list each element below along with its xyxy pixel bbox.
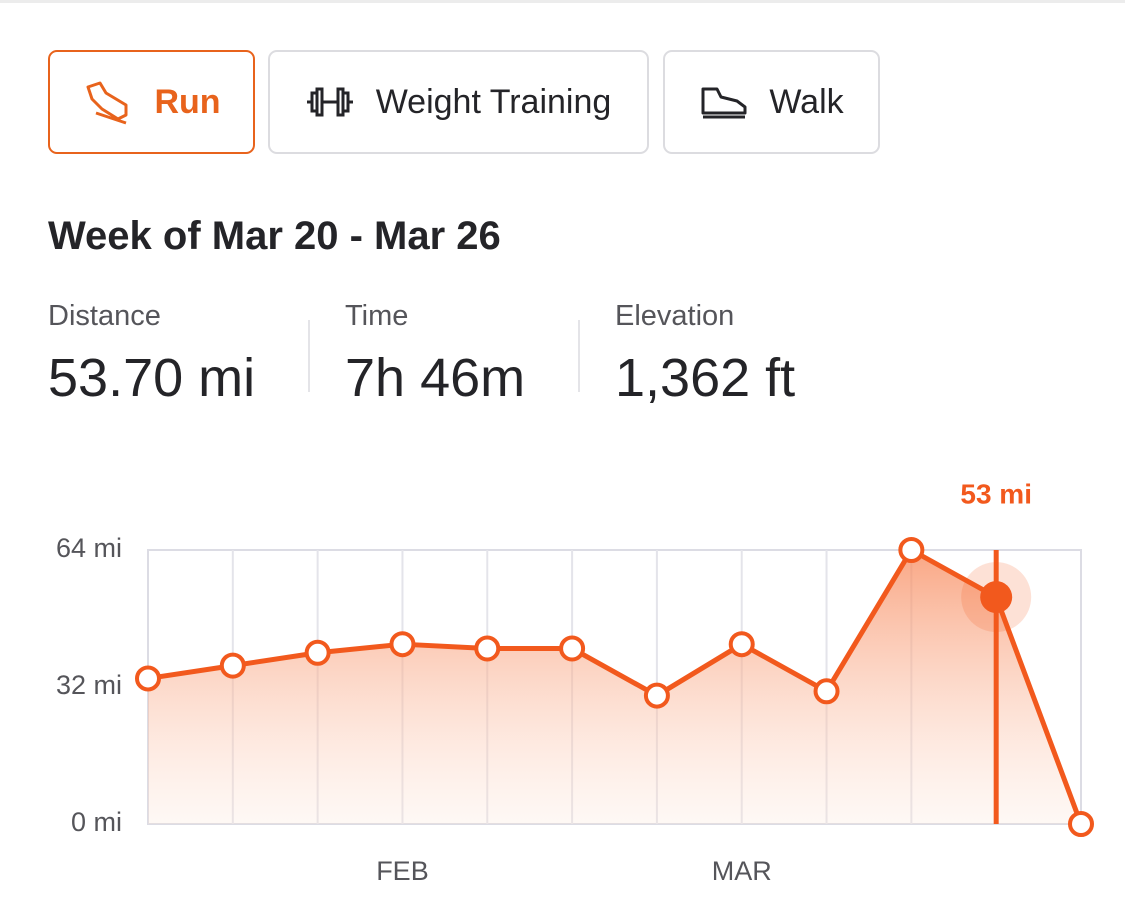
chart: 0 mi 32 mi 64 mi FEB MAR 53 mi bbox=[56, 478, 1094, 886]
stat-label: Elevation bbox=[615, 300, 735, 332]
top-border bbox=[0, 0, 1125, 3]
stat: Distance 53.70 mi bbox=[48, 300, 255, 409]
point-selected bbox=[980, 581, 1013, 614]
run-icon bbox=[86, 81, 128, 125]
stat-value: 1,362 ft bbox=[615, 348, 796, 408]
point bbox=[898, 537, 925, 563]
dumbbell-icon bbox=[306, 87, 353, 117]
stat-label: Distance bbox=[48, 300, 161, 332]
stat-label: Time bbox=[345, 300, 409, 332]
point bbox=[559, 635, 586, 662]
divider bbox=[308, 320, 310, 392]
tab-label: Run bbox=[154, 82, 221, 121]
point bbox=[1068, 811, 1094, 837]
point bbox=[389, 631, 416, 658]
stat-value: 7h 46m bbox=[345, 348, 526, 408]
stat-value: 53.70 mi bbox=[48, 348, 256, 408]
y-tick-label: 0 mi bbox=[71, 807, 122, 837]
x-tick-label: FEB bbox=[376, 856, 429, 886]
y-tick-label: 32 mi bbox=[56, 670, 122, 700]
stat: Time 7h 46m bbox=[345, 300, 525, 409]
tab-label: Walk bbox=[769, 82, 844, 121]
weight-training-tab[interactable]: Weight Training bbox=[268, 50, 649, 154]
walk-tab[interactable]: Walk bbox=[663, 50, 880, 154]
tab-label: Weight Training bbox=[375, 82, 612, 121]
point bbox=[728, 631, 755, 658]
x-tick-label: MAR bbox=[712, 856, 772, 886]
y-tick-label: 64 mi bbox=[56, 533, 122, 563]
point bbox=[474, 635, 501, 662]
stat: Elevation 1,362 ft bbox=[615, 300, 795, 409]
point bbox=[219, 652, 246, 679]
point bbox=[135, 665, 161, 692]
value-label: 53 mi bbox=[960, 478, 1032, 509]
walk-icon bbox=[701, 87, 747, 119]
line bbox=[147, 547, 1084, 825]
divider bbox=[578, 320, 580, 392]
point bbox=[643, 682, 670, 709]
run-tab[interactable]: Run bbox=[48, 50, 255, 154]
area bbox=[148, 550, 1081, 824]
point bbox=[813, 678, 840, 705]
week-heading: Week of Mar 20 - Mar 26 bbox=[48, 214, 501, 258]
point bbox=[304, 639, 331, 666]
